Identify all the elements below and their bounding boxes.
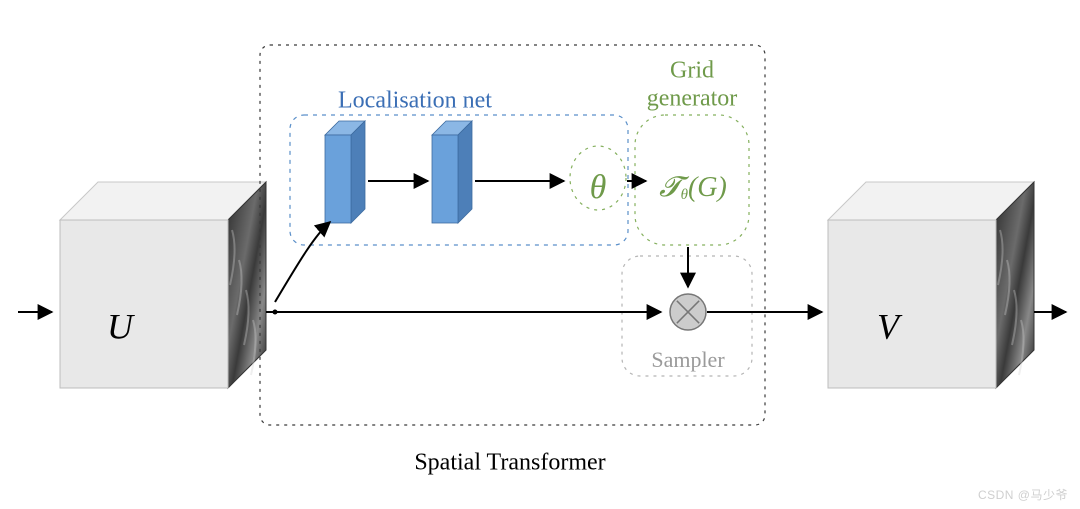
input-tensor-cube-label: U xyxy=(107,306,135,346)
theta-label: θ xyxy=(590,169,607,206)
locnet-block-2 xyxy=(432,121,472,223)
arrow-u-to-locnet xyxy=(275,222,330,302)
sampler-label: Sampler xyxy=(651,347,725,372)
transform-label: 𝓣θ(G) xyxy=(659,172,727,203)
sampler-node xyxy=(670,294,706,330)
spatial-transformer-label: Spatial Transformer xyxy=(414,450,605,476)
output-tensor-cube: V xyxy=(828,182,1034,388)
grid-generator-label-2: generator xyxy=(647,86,738,112)
input-tensor-cube: U xyxy=(60,182,266,388)
watermark-text: CSDN @马少爷 xyxy=(978,486,1068,503)
locnet-block-1 xyxy=(325,121,365,223)
localisation-net-label: Localisation net xyxy=(338,88,492,114)
grid-generator-label-1: Grid xyxy=(670,58,714,84)
